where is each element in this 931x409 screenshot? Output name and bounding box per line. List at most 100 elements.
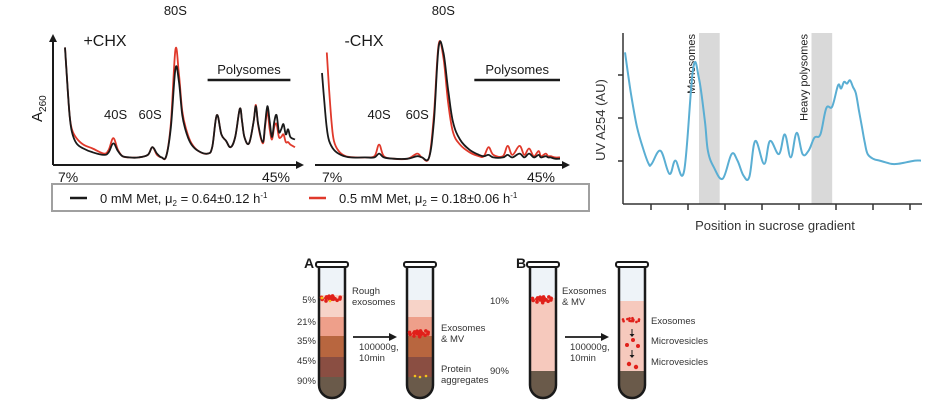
- annotation-label: 80S: [432, 3, 455, 18]
- diagram-panel-b: B 10% 90% Exosomes & MV 100000g, 10min Exo…: [490, 255, 708, 400]
- series-line-blue: [624, 52, 922, 182]
- particle: [547, 295, 551, 299]
- microvesicles-label: Microvesicles: [651, 336, 708, 347]
- tube-outline: [405, 264, 435, 400]
- particle: [544, 298, 548, 302]
- particle: [412, 334, 416, 338]
- layer-label: 10%: [490, 296, 510, 307]
- gradient-layer: [407, 377, 433, 398]
- particle: [625, 343, 629, 347]
- exosomes-label: Exosomes: [651, 316, 696, 327]
- shaded-region-label: Monosomes: [686, 34, 698, 94]
- down-arrow-head: [629, 334, 635, 337]
- layer-labels: 5% 21% 35% 45% 90%: [297, 295, 317, 387]
- legend-item-0: 0 mM Met, μ2 = 0.64±0.12 h-1: [100, 191, 268, 208]
- diagram-panel-a: A 5% 21% 35% 45% 90% Rough exosomes 100000g, 1…: [297, 255, 489, 400]
- shaded-region-label: Heavy polysomes: [798, 34, 810, 121]
- exosomes-mv-label: Exosomes & MV: [562, 286, 607, 308]
- particle: [636, 344, 640, 348]
- particle: [424, 374, 428, 378]
- annotation-label: Polysomes: [217, 62, 281, 77]
- particle: [329, 295, 334, 300]
- tube-outline: [528, 264, 558, 400]
- shaded-regions: Monosomes Heavy polysomes: [686, 33, 833, 204]
- tube-before: [315, 261, 349, 400]
- particle: [626, 317, 629, 321]
- tube-before: [526, 261, 560, 400]
- particle: [540, 300, 545, 305]
- tube-rim: [403, 261, 437, 268]
- x-axis-label-left: 7%: [322, 169, 342, 185]
- annotation-label: 80S: [164, 3, 187, 18]
- particle: [328, 299, 332, 303]
- series-line-black: [64, 47, 296, 160]
- particle: [637, 318, 641, 321]
- particle: [418, 375, 422, 379]
- x-axis-label-left: 7%: [58, 169, 78, 185]
- chart-plus-chx: +CHX A260 7% 45% 40S 60S 80S Polysomes: [29, 3, 304, 185]
- particle: [324, 299, 328, 303]
- particle: [324, 296, 328, 300]
- particle: [535, 300, 539, 304]
- particle: [535, 297, 539, 301]
- particle: [626, 361, 632, 367]
- annotation-label: Polysomes: [485, 62, 549, 77]
- particle: [421, 332, 425, 336]
- shaded-region: [811, 33, 833, 204]
- annotation-label: 60S: [139, 107, 162, 122]
- panel-title: -CHX: [344, 33, 383, 50]
- tube-after: [403, 261, 437, 400]
- series-group: [321, 40, 561, 162]
- rough-exosomes-label: Rough exosomes: [352, 286, 396, 308]
- annotation-label: 40S: [368, 107, 391, 122]
- particle: [333, 297, 337, 301]
- layer-label: 45%: [297, 356, 317, 367]
- particle: [424, 329, 428, 333]
- x-axis-label: Position in sucrose gradient: [695, 218, 855, 233]
- centrifuge-label: 100000g, 10min: [359, 342, 399, 364]
- microvesicles-label: Microvesicles: [651, 357, 708, 368]
- particle: [531, 298, 536, 303]
- particle: [412, 331, 416, 335]
- layer-label: 21%: [297, 317, 317, 328]
- centrifuge-label: 100000g, 10min: [570, 342, 610, 364]
- annotations: 40S 60S 80S Polysomes: [104, 3, 291, 122]
- particle: [417, 330, 422, 335]
- axis-ticks: [618, 74, 911, 210]
- x-axis-label-right: 45%: [527, 169, 555, 185]
- layer-label: 90%: [297, 376, 317, 387]
- tube-rim: [526, 261, 560, 268]
- series-group: [624, 52, 922, 182]
- exosomes-mv-label: Exosomes & MV: [441, 323, 486, 345]
- particle: [622, 319, 625, 323]
- tube-after: [615, 261, 649, 400]
- y-axis-label: A260: [29, 95, 49, 122]
- particle: [408, 332, 413, 337]
- panel-label: A: [304, 255, 314, 271]
- y-axis-label: UV A254 (AU): [593, 79, 608, 161]
- down-arrow-head: [629, 355, 635, 358]
- annotations: 40S 60S 80S Polysomes: [368, 3, 560, 122]
- gradient-layer: [319, 377, 345, 398]
- annotation-label: 60S: [406, 107, 429, 122]
- x-axis-label-right: 45%: [262, 169, 290, 185]
- protein-aggregates-label: Protein aggregates: [441, 364, 489, 386]
- panel-label: B: [516, 255, 526, 271]
- layer-label: 90%: [490, 366, 510, 377]
- legend-item-1: 0.5 mM Met, μ2 = 0.18±0.06 h-1: [339, 191, 518, 208]
- series-group: [64, 46, 296, 161]
- chart-minus-chx: -CHX 7% 45% 40S 60S 80S Polysomes: [315, 3, 570, 185]
- particle: [540, 296, 545, 301]
- layer-label: 5%: [302, 295, 316, 306]
- particle: [628, 317, 631, 320]
- particle: [417, 334, 422, 339]
- chart-uv-a254: Monosomes Heavy polysomes UV A254 (AU) Po…: [593, 33, 922, 233]
- particle: [338, 295, 342, 300]
- legend: 0 mM Met, μ2 = 0.64±0.12 h-1 0.5 mM Met,…: [51, 183, 590, 212]
- series-line-black: [321, 40, 561, 162]
- tube-outline: [617, 264, 647, 400]
- layer-label: 35%: [297, 336, 317, 347]
- tube-rim: [615, 261, 649, 268]
- tube-rim: [315, 261, 349, 268]
